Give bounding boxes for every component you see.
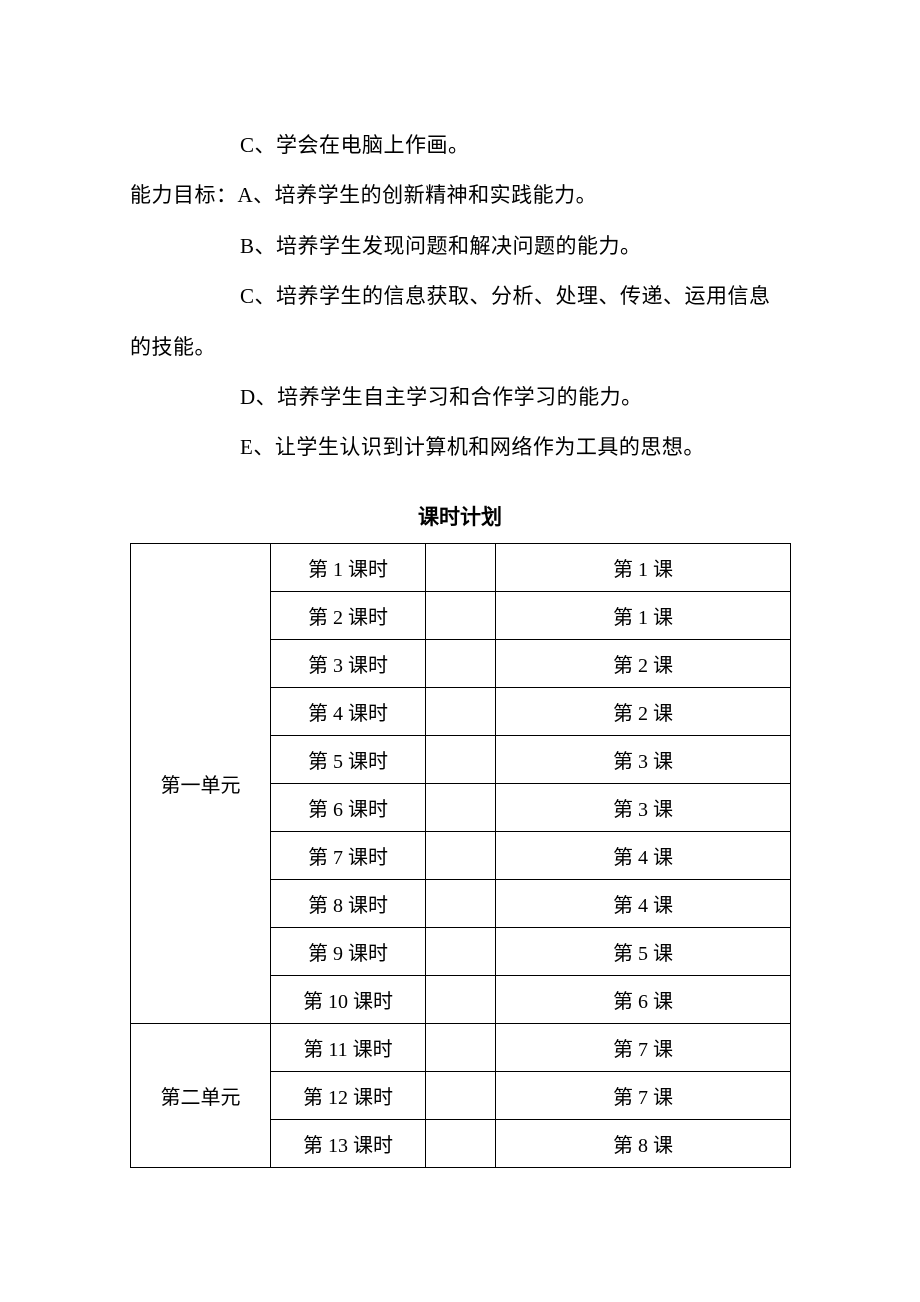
blank-cell [426,1023,496,1071]
lesson-cell: 第 7 课 [496,1023,791,1071]
lesson-cell: 第 1 课 [496,591,791,639]
blank-cell [426,1071,496,1119]
period-cell: 第 11 课时 [271,1023,426,1071]
paragraph-line: E、让学生认识到计算机和网络作为工具的思想。 [130,422,790,472]
period-cell: 第 3 课时 [271,639,426,687]
blank-cell [426,927,496,975]
lesson-cell: 第 2 课 [496,687,791,735]
schedule-table: 第一单元第 1 课时第 1 课第 2 课时第 1 课第 3 课时第 2 课第 4… [130,543,791,1168]
paragraph-line: 的技能。 [130,322,790,372]
period-cell: 第 9 课时 [271,927,426,975]
blank-cell [426,687,496,735]
lesson-cell: 第 5 课 [496,927,791,975]
table-title: 课时计划 [130,501,790,531]
blank-cell [426,591,496,639]
lesson-cell: 第 4 课 [496,831,791,879]
period-cell: 第 1 课时 [271,543,426,591]
blank-cell [426,879,496,927]
period-cell: 第 6 课时 [271,783,426,831]
paragraph-line: 能力目标：A、培养学生的创新精神和实践能力。 [130,170,790,220]
period-cell: 第 10 课时 [271,975,426,1023]
blank-cell [426,735,496,783]
period-cell: 第 5 课时 [271,735,426,783]
period-cell: 第 4 课时 [271,687,426,735]
blank-cell [426,831,496,879]
lesson-cell: 第 4 课 [496,879,791,927]
blank-cell [426,783,496,831]
document-page: C、学会在电脑上作画。 能力目标：A、培养学生的创新精神和实践能力。 B、培养学… [0,0,920,1302]
paragraph-line: C、学会在电脑上作画。 [130,120,790,170]
period-cell: 第 12 课时 [271,1071,426,1119]
table-row: 第一单元第 1 课时第 1 课 [131,543,791,591]
lesson-cell: 第 3 课 [496,783,791,831]
lesson-cell: 第 3 课 [496,735,791,783]
unit-cell: 第二单元 [131,1023,271,1167]
lesson-cell: 第 1 课 [496,543,791,591]
blank-cell [426,543,496,591]
paragraph-line: D、培养学生自主学习和合作学习的能力。 [130,372,790,422]
period-cell: 第 13 课时 [271,1119,426,1167]
blank-cell [426,1119,496,1167]
lesson-cell: 第 8 课 [496,1119,791,1167]
lesson-cell: 第 2 课 [496,639,791,687]
table-row: 第二单元第 11 课时第 7 课 [131,1023,791,1071]
paragraph-line: C、培养学生的信息获取、分析、处理、传递、运用信息 [130,271,790,321]
lesson-cell: 第 6 课 [496,975,791,1023]
lesson-cell: 第 7 课 [496,1071,791,1119]
blank-cell [426,975,496,1023]
blank-cell [426,639,496,687]
paragraph-line: B、培养学生发现问题和解决问题的能力。 [130,221,790,271]
unit-cell: 第一单元 [131,543,271,1023]
period-cell: 第 7 课时 [271,831,426,879]
period-cell: 第 8 课时 [271,879,426,927]
period-cell: 第 2 课时 [271,591,426,639]
